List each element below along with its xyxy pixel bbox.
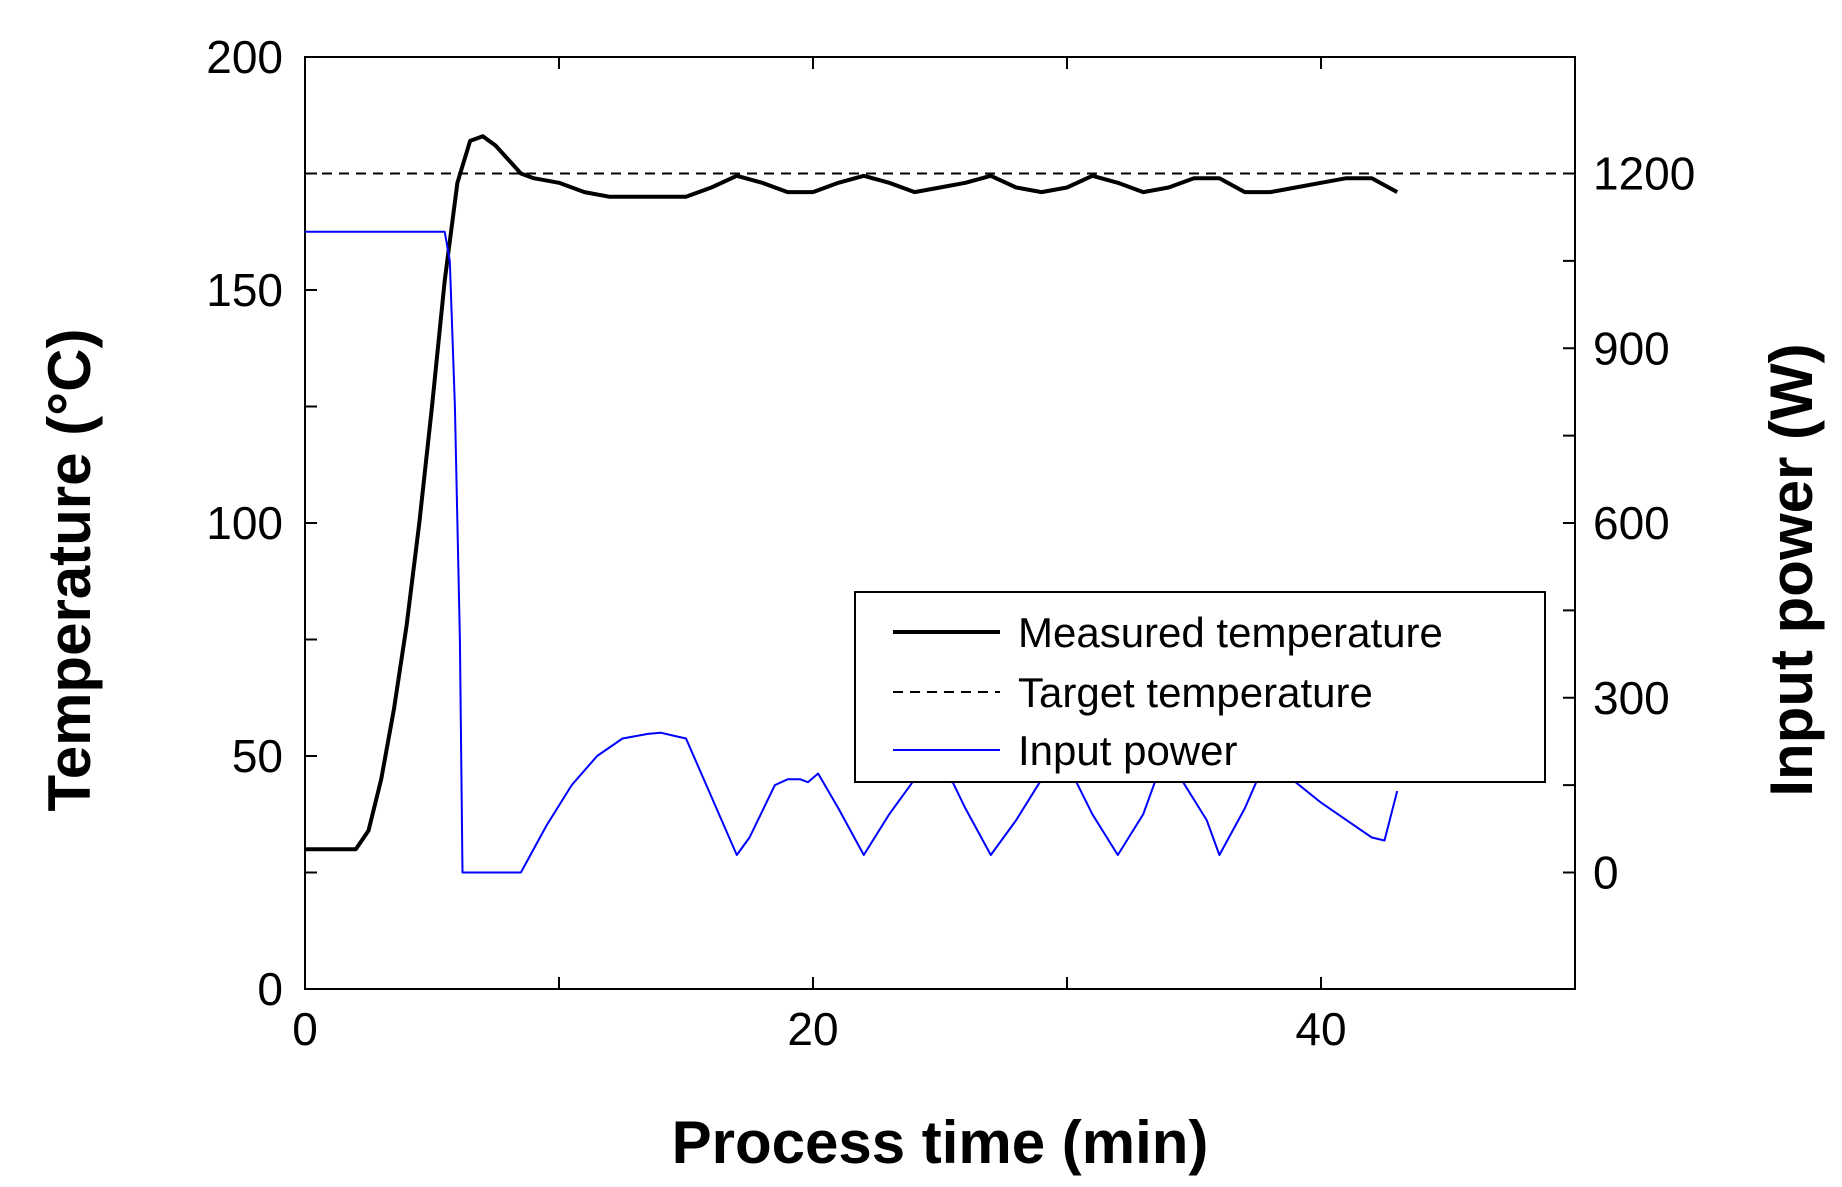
- y2-tick-label-2: 600: [1593, 497, 1670, 549]
- y2-ticks: [1563, 172, 1575, 874]
- series-line-measured-temperature: [305, 134, 1399, 852]
- legend-label-power: Input power: [1018, 727, 1237, 774]
- legend: Measured temperature Target temperature …: [854, 591, 1546, 783]
- y-tick-label-0: 0: [257, 963, 283, 1015]
- x-ticks: [304, 57, 1576, 989]
- x-tick-label-0: 0: [292, 1003, 318, 1055]
- x-tick-label-1: 20: [787, 1003, 838, 1055]
- y2-tick-label-0: 0: [1593, 847, 1619, 899]
- y2-tick-labels: 0 300 600 900 1200: [1593, 148, 1695, 899]
- series-layer: [305, 134, 1575, 874]
- legend-label-measured: Measured temperature: [1018, 609, 1443, 656]
- y-tick-label-2: 100: [206, 497, 283, 549]
- y-ticks: [305, 56, 317, 990]
- y-axis-title: Temperature (°C): [36, 329, 103, 812]
- y-tick-label-1: 50: [232, 730, 283, 782]
- y2-tick-label-4: 1200: [1593, 148, 1695, 200]
- x-tick-label-2: 40: [1295, 1003, 1346, 1055]
- y2-tick-label-3: 900: [1593, 322, 1670, 374]
- y2-tick-label-1: 300: [1593, 672, 1670, 724]
- x-tick-labels: 0 20 40: [292, 1003, 1346, 1055]
- x-axis-title: Process time (min): [672, 1109, 1209, 1176]
- y-tick-label-4: 200: [206, 31, 283, 83]
- y-tick-label-3: 150: [206, 264, 283, 316]
- y-tick-labels: 0 50 100 150 200: [206, 31, 283, 1015]
- plot-area: [304, 56, 1576, 990]
- y2-axis-title: Input power (W): [1758, 343, 1825, 796]
- series-line-input-power: [305, 230, 1399, 874]
- legend-label-target: Target temperature: [1018, 669, 1373, 716]
